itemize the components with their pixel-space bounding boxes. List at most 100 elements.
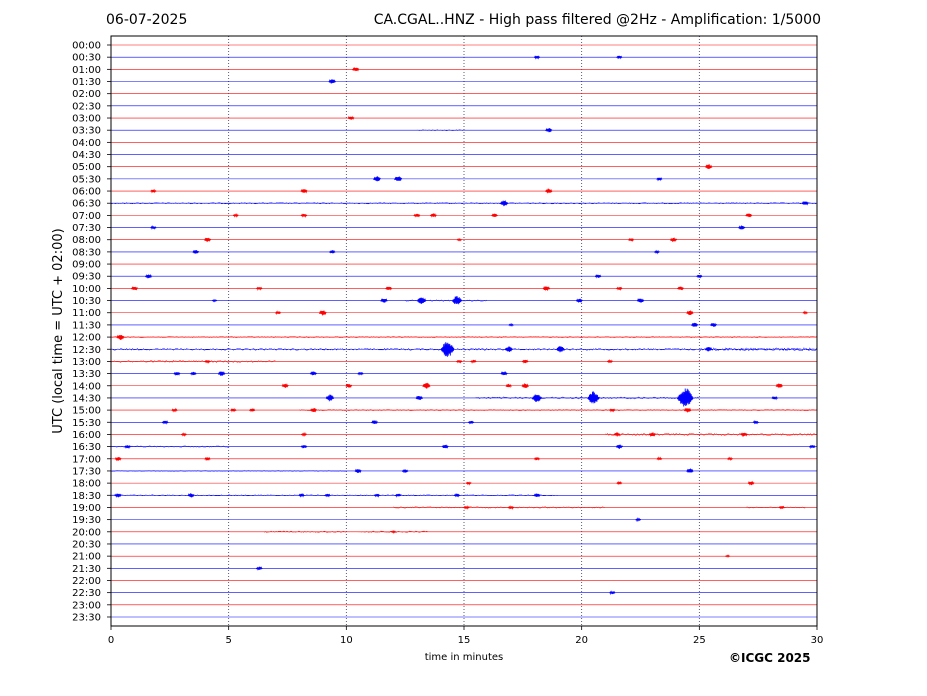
trace-event xyxy=(778,505,785,510)
trace-event xyxy=(204,456,211,462)
trace-event xyxy=(440,342,455,357)
trace-event xyxy=(187,493,195,498)
trace-event xyxy=(114,456,122,462)
trace-event xyxy=(521,359,529,364)
y-tick-label: 00:30 xyxy=(72,53,101,64)
trace-noise xyxy=(110,347,817,351)
trace-event xyxy=(401,469,409,474)
y-tick-label: 01:30 xyxy=(72,77,101,88)
trace-event xyxy=(676,388,694,407)
trace-event xyxy=(747,480,755,486)
trace-event xyxy=(309,408,317,413)
y-tick-label: 01:00 xyxy=(72,65,101,76)
y-tick-label: 21:30 xyxy=(72,564,101,575)
trace-noise xyxy=(699,347,818,352)
trace-event xyxy=(470,359,477,364)
trace-event xyxy=(738,225,746,230)
y-tick-label: 20:00 xyxy=(72,527,101,538)
trace-event xyxy=(204,359,211,364)
trace-event xyxy=(594,274,602,279)
y-tick-label: 19:00 xyxy=(72,503,101,514)
y-tick-label: 14:30 xyxy=(72,393,101,404)
trace-event xyxy=(217,371,226,376)
y-tick-label: 05:30 xyxy=(72,174,101,185)
trace-event xyxy=(775,383,784,388)
trace-event xyxy=(451,296,463,305)
y-tick-label: 05:00 xyxy=(72,162,101,173)
trace-event xyxy=(613,432,621,437)
y-tick-label: 13:30 xyxy=(72,369,101,380)
trace-event xyxy=(373,176,381,182)
x-tick-label: 30 xyxy=(811,635,824,646)
trace-event xyxy=(380,298,388,303)
trace-event xyxy=(808,444,816,450)
trace-event xyxy=(281,383,289,388)
trace-event xyxy=(357,371,364,376)
trace-noise xyxy=(605,432,817,436)
trace-event xyxy=(390,529,397,535)
trace-event xyxy=(150,188,157,194)
trace-event xyxy=(616,55,623,60)
y-tick-label: 06:30 xyxy=(72,199,101,210)
trace-event xyxy=(609,590,616,596)
trace-event xyxy=(726,456,733,462)
trace-event xyxy=(609,408,616,413)
trace-event xyxy=(352,67,360,72)
trace-event xyxy=(504,346,513,352)
trace-event xyxy=(203,237,212,242)
trace-event xyxy=(505,383,513,389)
y-tick-label: 21:00 xyxy=(72,552,101,563)
trace-event xyxy=(180,432,187,438)
trace-event xyxy=(347,115,355,120)
trace-event xyxy=(616,480,623,486)
x-tick-label: 25 xyxy=(693,635,706,646)
y-tick-label: 08:00 xyxy=(72,235,101,246)
trace-event xyxy=(686,468,694,473)
trace-event xyxy=(328,250,336,254)
y-tick-label: 11:30 xyxy=(72,320,101,331)
trace-event xyxy=(467,420,475,425)
trace-event xyxy=(531,394,542,402)
trace-event xyxy=(544,188,553,194)
x-axis-label: time in minutes xyxy=(425,652,504,663)
trace-event xyxy=(627,237,635,243)
y-tick-label: 07:00 xyxy=(72,211,101,222)
trace-event xyxy=(669,237,678,242)
trace-event xyxy=(190,371,197,376)
trace-event xyxy=(274,310,282,316)
y-tick-label: 03:00 xyxy=(72,114,101,125)
trace-noise xyxy=(110,336,817,339)
y-tick-label: 23:00 xyxy=(72,600,101,611)
y-tick-label: 14:00 xyxy=(72,381,101,392)
trace-event xyxy=(556,346,565,353)
trace-event xyxy=(686,310,694,316)
trace-noise xyxy=(263,530,346,533)
x-tick-label: 0 xyxy=(108,635,114,646)
x-tick-label: 10 xyxy=(340,635,353,646)
trace-event xyxy=(416,297,427,304)
trace-event xyxy=(456,237,463,242)
trace-event xyxy=(429,213,437,218)
y-tick-label: 10:30 xyxy=(72,296,101,307)
trace-event xyxy=(801,201,809,206)
y-tick-label: 15:00 xyxy=(72,406,101,417)
trace-event xyxy=(385,286,393,291)
trace-event xyxy=(114,493,122,498)
trace-event xyxy=(653,249,660,255)
trace-event xyxy=(453,493,461,498)
trace-event xyxy=(256,286,263,291)
trace-event xyxy=(300,188,308,194)
chart-title: CA.CGAL..HNZ - High pass filtered @2Hz -… xyxy=(373,12,821,28)
trace-event xyxy=(150,225,157,230)
trace-event xyxy=(300,431,307,437)
x-tick-label: 20 xyxy=(575,635,588,646)
y-tick-label: 04:30 xyxy=(72,150,101,161)
y-tick-label: 09:30 xyxy=(72,272,101,283)
trace-event xyxy=(232,212,239,218)
y-tick-label: 08:30 xyxy=(72,247,101,258)
trace-event xyxy=(704,164,713,169)
trace-noise xyxy=(299,409,817,412)
y-tick-label: 23:30 xyxy=(72,612,101,623)
trace-event xyxy=(575,298,583,303)
